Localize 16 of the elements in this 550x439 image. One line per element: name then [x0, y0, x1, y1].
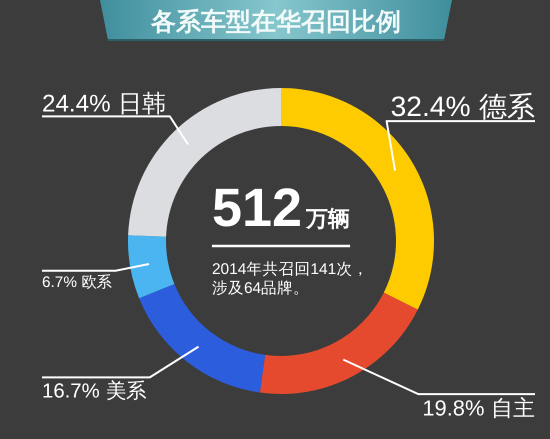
- donut-slice: [128, 235, 174, 298]
- slice-label: 德系: [479, 90, 535, 122]
- slice-label: 美系: [106, 380, 146, 403]
- chart-title: 各系车型在华召回比例: [150, 8, 401, 36]
- text: 512: [212, 178, 302, 238]
- data-label: 19.8%: [422, 396, 484, 421]
- slice-label: 欧系: [82, 274, 112, 292]
- text: 万辆: [305, 206, 350, 231]
- slice-label: 自主: [491, 396, 535, 421]
- data-label: 24.4%: [42, 90, 111, 118]
- text: 2014年共召回141次，: [212, 260, 368, 278]
- slice-label: 日韩: [118, 90, 166, 118]
- data-label: 32.4%: [390, 90, 471, 122]
- data-label: 16.7%: [42, 380, 100, 403]
- text: 涉及64品牌。: [212, 279, 310, 297]
- data-label: 6.7%: [42, 274, 78, 292]
